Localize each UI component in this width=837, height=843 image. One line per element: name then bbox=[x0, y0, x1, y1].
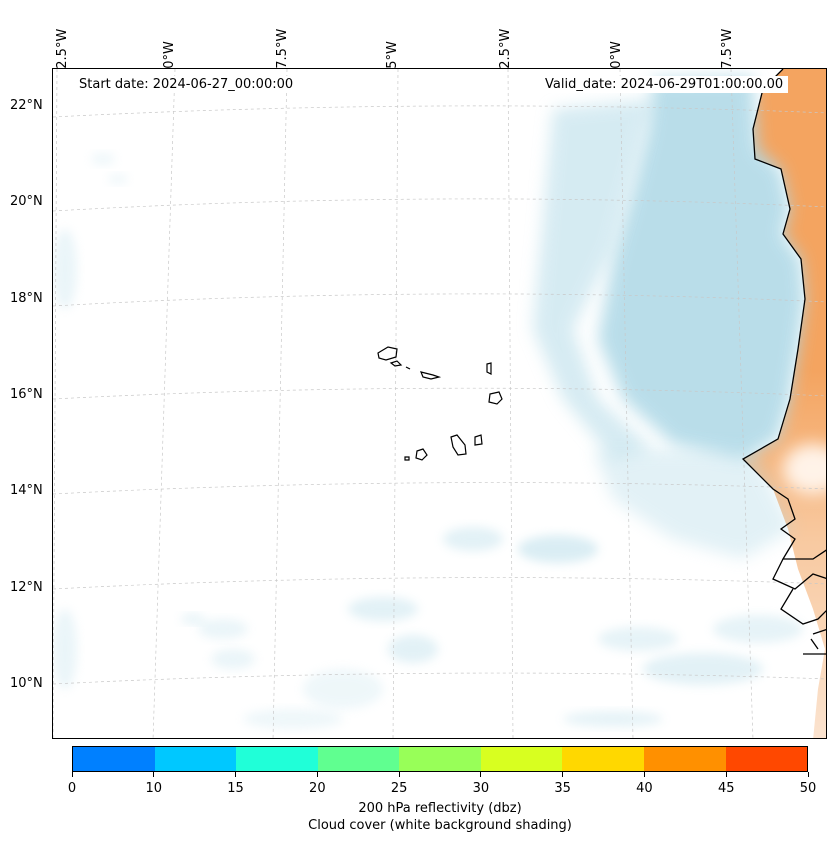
colorbar-tick-label: 30 bbox=[472, 781, 490, 796]
colorbar-tick-label: 45 bbox=[717, 781, 735, 796]
colorbar-label: 200 hPa reflectivity (dbz) bbox=[358, 801, 522, 816]
colorbar-segment bbox=[562, 747, 644, 771]
lat-label-12n: 12°N bbox=[10, 580, 43, 595]
start-date-label: Start date: 2024-06-27_00:00:00 bbox=[74, 76, 299, 93]
colorbar-tick-mark bbox=[807, 772, 809, 777]
island-brava bbox=[404, 456, 410, 461]
land-africa bbox=[743, 69, 826, 738]
island-sal bbox=[486, 362, 492, 375]
colorbar-tick-mark bbox=[153, 772, 155, 777]
colorbar-tick-label: 50 bbox=[799, 781, 817, 796]
colorbar-sublabel: Cloud cover (white background shading) bbox=[308, 818, 572, 833]
graticule bbox=[53, 69, 826, 738]
colorbar-tick-mark bbox=[562, 772, 564, 777]
colorbar-tick-label: 40 bbox=[636, 781, 653, 796]
lat-label-16n: 16°N bbox=[10, 387, 43, 402]
island-boa-vista bbox=[488, 391, 503, 405]
map-canvas bbox=[53, 69, 826, 738]
colorbar-tick-mark bbox=[725, 772, 727, 777]
colorbar-segment bbox=[154, 747, 237, 771]
colorbar-segment bbox=[725, 747, 808, 771]
colorbar-tick-label: 0 bbox=[67, 781, 77, 796]
colorbar-segment bbox=[643, 747, 726, 771]
colorbar-segment bbox=[399, 747, 481, 771]
colorbar-tick-label: 15 bbox=[227, 781, 244, 796]
colorbar-segment bbox=[317, 747, 400, 771]
colorbar bbox=[72, 746, 808, 772]
valid-date-label: Valid_date: 2024-06-29T01:00:00.00 bbox=[540, 76, 789, 93]
island-santiago bbox=[450, 434, 467, 456]
colorbar-segment bbox=[236, 747, 318, 771]
lat-label-18n: 18°N bbox=[10, 291, 43, 306]
island-santo-antao bbox=[377, 346, 398, 361]
colorbar-tick-mark bbox=[71, 772, 73, 777]
clear-land-patch bbox=[783, 444, 826, 494]
lat-label-20n: 20°N bbox=[10, 194, 43, 209]
island-fogo bbox=[415, 448, 428, 461]
colorbar-tick-label: 25 bbox=[390, 781, 408, 796]
colorbar-tick-label: 10 bbox=[145, 781, 163, 796]
lat-label-14n: 14°N bbox=[10, 483, 43, 498]
colorbar-segment bbox=[480, 747, 563, 771]
lat-label-10n: 10°N bbox=[10, 676, 43, 691]
island-santa-luzia bbox=[405, 366, 411, 370]
island-maio bbox=[474, 434, 483, 446]
colorbar-tick-mark bbox=[643, 772, 645, 777]
colorbar-tick-mark bbox=[398, 772, 400, 777]
map-panel[interactable] bbox=[52, 68, 827, 739]
colorbar-segment bbox=[73, 747, 155, 771]
colorbar-tick-mark bbox=[235, 772, 237, 777]
colorbar-tick-label: 35 bbox=[554, 781, 571, 796]
island-sao-nicolau bbox=[420, 371, 442, 380]
colorbar-tick-mark bbox=[316, 772, 318, 777]
cloud-shading bbox=[53, 77, 805, 729]
cape-verde-islands bbox=[377, 346, 503, 461]
colorbar-tick-label: 20 bbox=[309, 781, 326, 796]
lat-label-22n: 22°N bbox=[10, 98, 43, 113]
island-sao-vicente bbox=[389, 360, 403, 367]
coastline-africa bbox=[741, 69, 826, 655]
colorbar-tick-mark bbox=[480, 772, 482, 777]
